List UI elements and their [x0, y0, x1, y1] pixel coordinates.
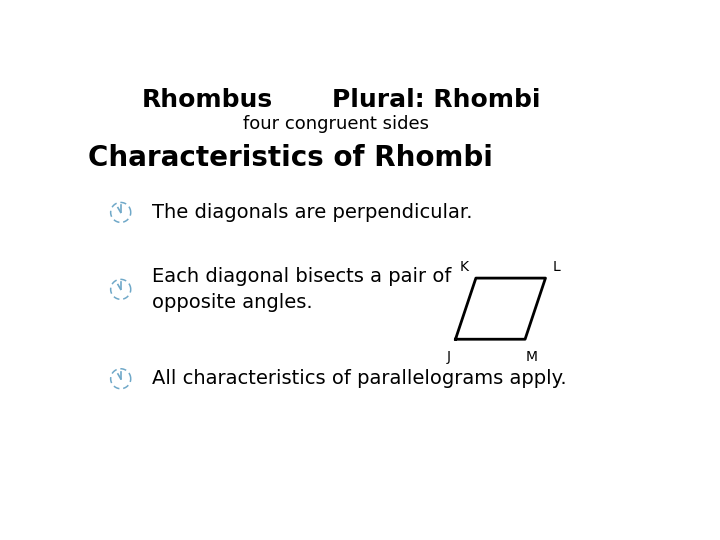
Text: The diagonals are perpendicular.: The diagonals are perpendicular. [152, 203, 472, 222]
Text: four congruent sides: four congruent sides [243, 114, 428, 133]
Text: Each diagonal bisects a pair of
opposite angles.: Each diagonal bisects a pair of opposite… [152, 267, 451, 312]
Text: K: K [459, 260, 469, 274]
Text: Rhombus: Rhombus [142, 87, 273, 112]
Text: Characteristics of Rhombi: Characteristics of Rhombi [89, 144, 493, 172]
Text: Plural: Rhombi: Plural: Rhombi [332, 87, 540, 112]
Text: L: L [553, 260, 560, 274]
Text: M: M [526, 349, 538, 363]
Text: All characteristics of parallelograms apply.: All characteristics of parallelograms ap… [152, 369, 567, 388]
Text: J: J [447, 349, 451, 363]
